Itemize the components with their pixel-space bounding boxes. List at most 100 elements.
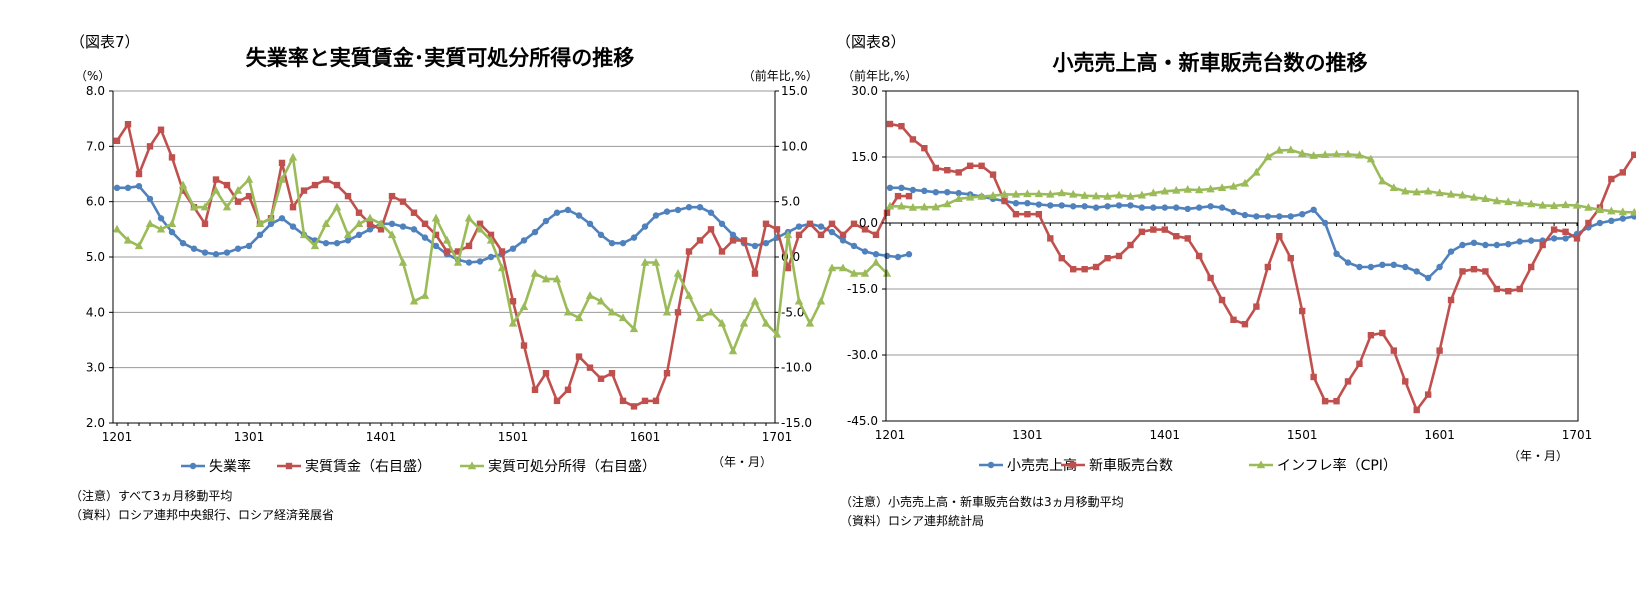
figure7-series-point-1 xyxy=(234,198,242,205)
figure7-series-point-2 xyxy=(453,257,463,266)
figure8-series-point-2 xyxy=(1149,188,1158,197)
figure7-series-point-2 xyxy=(123,235,133,244)
figure7-legend-label: 実質賃金（右目盛） xyxy=(305,459,431,475)
figure8-series-point-2 xyxy=(1114,190,1124,199)
figure7-series-point-1 xyxy=(641,397,649,405)
figure7-series-point-1 xyxy=(685,248,693,255)
figure7-series-point-2 xyxy=(145,219,155,227)
figure8-plot-border xyxy=(885,90,1579,422)
figure8-y-tick-label: -15.0 xyxy=(847,282,878,296)
figure8-series-point-1 xyxy=(1585,219,1592,227)
figure8-series-point-2 xyxy=(1069,189,1078,198)
figure8-legend-marker xyxy=(1069,461,1077,469)
figure7-series-point-2 xyxy=(178,180,188,189)
figure7-series-point-0 xyxy=(520,237,528,244)
figure7-series-point-1 xyxy=(179,187,187,194)
figure8-series-point-2 xyxy=(920,202,929,211)
figure7-series-point-2 xyxy=(607,307,617,316)
figure8-series-point-2 xyxy=(1023,189,1032,198)
figure7-series-point-2 xyxy=(310,241,320,250)
figure8-series-point-0 xyxy=(1024,200,1031,207)
figure8-series-point-1 xyxy=(966,162,974,169)
figure8-series-point-1 xyxy=(1299,307,1306,315)
figure7-series-point-1 xyxy=(597,375,605,382)
figure8-x-tick-label: 1301 xyxy=(1012,428,1043,442)
figure8-series-point-1 xyxy=(1276,233,1283,240)
figure7-series-point-0 xyxy=(421,234,429,241)
figure7-series-point-2 xyxy=(398,257,408,266)
figure7-series-point-1 xyxy=(432,231,440,239)
figure8-series-point-0 xyxy=(1333,250,1340,257)
figure8-series-point-1 xyxy=(1104,255,1111,262)
figure7-legend-marker xyxy=(467,461,477,470)
figure7-series-point-0 xyxy=(245,242,253,250)
figure7-series-point-1 xyxy=(454,248,462,255)
figure8-series-point-2 xyxy=(977,192,986,200)
figure8-series-point-1 xyxy=(1562,228,1569,235)
figure7-series-point-1 xyxy=(751,270,759,277)
figure8-series-point-2 xyxy=(885,201,895,210)
figure8-series-point-0 xyxy=(1390,261,1398,268)
figure7-y-tick-label: 8.0 xyxy=(86,84,105,98)
figure8-series-point-2 xyxy=(908,203,918,211)
figure8-series-point-2 xyxy=(1389,183,1398,191)
figure8-series-point-1 xyxy=(1184,235,1191,242)
figure7-series-point-0 xyxy=(289,223,297,230)
figure7-series-point-2 xyxy=(222,202,232,211)
figure8-series-point-2 xyxy=(1080,191,1089,199)
figure8-series-point-2 xyxy=(1286,145,1295,154)
figure8-series-point-2 xyxy=(1584,203,1593,211)
figure8-series-point-1 xyxy=(898,123,905,130)
figure8-series-point-2 xyxy=(1607,206,1616,215)
figure8-series-point-1 xyxy=(1264,263,1272,271)
figure7-series-point-1 xyxy=(652,397,660,405)
figure8-y-tick-label: -45.0 xyxy=(847,414,878,428)
figure8-series-point-2 xyxy=(1446,189,1456,198)
figure8-series-point-0 xyxy=(1367,263,1375,271)
figure7-series-point-1 xyxy=(476,220,484,227)
figure7-y2-tick-label: 5.0 xyxy=(781,195,800,209)
figure7-series-point-1 xyxy=(608,370,616,377)
figure8-series-point-1 xyxy=(1012,211,1020,218)
figure8-series-point-2 xyxy=(1630,207,1636,216)
figure8-series-point-1 xyxy=(932,164,939,172)
figure8-series-point-0 xyxy=(1344,259,1352,266)
figure7-series-point-2 xyxy=(805,318,815,327)
figure7-series-point-1 xyxy=(124,121,132,128)
figure8-series-point-1 xyxy=(1127,241,1134,249)
figure8-series-point-2 xyxy=(931,202,940,211)
figure8-series-point-2 xyxy=(1378,176,1387,185)
figure7-series-point-2 xyxy=(211,186,221,194)
figure8-series-point-2 xyxy=(1275,145,1284,154)
figure8-series-line-1 xyxy=(889,122,1636,412)
figure8-series-point-2 xyxy=(1229,181,1238,190)
figure7-series-point-0 xyxy=(872,251,880,258)
figure8-series-point-1 xyxy=(1024,211,1031,218)
figure7-series-point-2 xyxy=(277,174,287,183)
figure8-series-point-1 xyxy=(1001,197,1008,205)
figure8-series-point-0 xyxy=(1035,201,1043,208)
figure7-series-point-2 xyxy=(134,241,144,250)
figure8-series-point-2 xyxy=(1183,184,1192,193)
figure7-series-point-0 xyxy=(707,209,715,216)
figure8-series-point-0 xyxy=(1047,202,1054,209)
figure8-series-point-2 xyxy=(943,199,952,208)
figure7-series-point-1 xyxy=(377,226,385,233)
figure7-series-point-1 xyxy=(322,176,330,183)
figure8-series-point-0 xyxy=(1207,203,1214,210)
figure8-legend-label: インフレ率（CPI） xyxy=(1277,457,1397,474)
figure7-series-point-1 xyxy=(311,181,319,189)
figure8-series-point-1 xyxy=(1367,332,1375,339)
figure7-series-point-2 xyxy=(233,186,243,194)
figure7-series-point-2 xyxy=(200,202,210,211)
figure7-series-point-1 xyxy=(135,170,143,178)
figure7-series-point-2 xyxy=(695,313,705,322)
figure7-series-point-1 xyxy=(784,264,792,272)
figure8-series-point-2 xyxy=(1011,189,1021,198)
figure7-right-unit: （前年比,%） xyxy=(743,68,818,83)
figure8-series-point-2 xyxy=(1343,149,1353,158)
figure7-series-point-2 xyxy=(497,263,507,272)
figure8-legend-label: 小売売上高 xyxy=(1007,457,1077,474)
figure8-series-point-0 xyxy=(944,189,951,196)
figure7-series-point-0 xyxy=(256,231,264,239)
